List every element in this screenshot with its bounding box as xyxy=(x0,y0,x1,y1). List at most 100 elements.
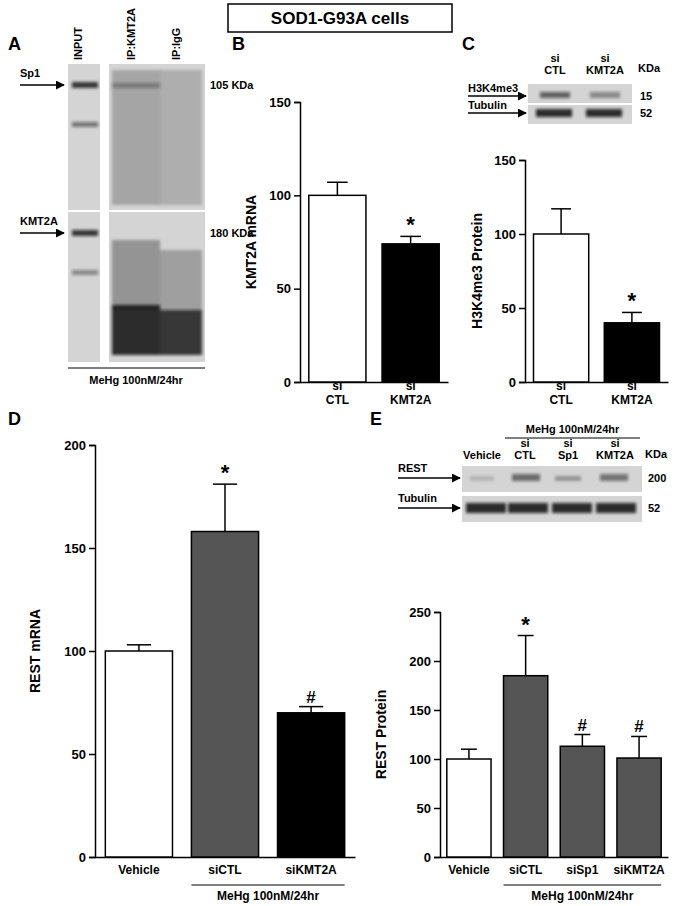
blot-band xyxy=(72,270,98,275)
y-tick-mark xyxy=(89,445,95,447)
error-bar xyxy=(138,645,140,651)
chart: E050100150200250REST ProteinVehiclesiCTL… xyxy=(370,409,669,903)
figure-title: SOD1-G93A cells xyxy=(271,9,409,28)
y-axis-title: REST mRNA xyxy=(27,609,43,693)
x-tick: siCTL xyxy=(509,857,542,877)
panel-letter: A xyxy=(8,34,21,54)
x-tick-label: siKMT2A xyxy=(390,379,432,407)
y-tick-label: 150 xyxy=(64,541,86,556)
arrow xyxy=(20,84,64,86)
x-tick: siKMT2A xyxy=(390,379,432,407)
bar xyxy=(604,323,659,382)
size-label: 15 xyxy=(640,90,652,102)
error-bar xyxy=(337,182,339,195)
header-box xyxy=(228,4,452,32)
y-tick-mark xyxy=(519,234,525,236)
x-tick: siCTL xyxy=(208,857,241,877)
header: SOD1-G93A cells xyxy=(228,4,452,32)
x-tick-label-line: KMT2A xyxy=(611,393,653,407)
blot-band xyxy=(512,474,540,481)
bar xyxy=(278,713,345,857)
blot-band xyxy=(160,310,202,355)
error-cap xyxy=(461,748,477,750)
y-tick: 100 xyxy=(269,188,300,203)
significance-mark: # xyxy=(306,688,316,707)
row-label: Tubulin xyxy=(468,99,507,111)
size-header: KDa xyxy=(638,62,661,74)
y-tick-label: 200 xyxy=(64,438,86,453)
y-tick-label: 50 xyxy=(502,301,516,316)
y-tick: 150 xyxy=(64,541,95,556)
y-tick-label: 150 xyxy=(409,703,431,718)
arrow xyxy=(20,232,64,234)
blot-band xyxy=(160,250,202,310)
arrow xyxy=(468,95,526,97)
lane-label: Vehicle xyxy=(463,449,501,461)
y-tick-label: 100 xyxy=(269,188,291,203)
y-axis-line xyxy=(89,446,96,858)
treatment-line xyxy=(505,437,640,438)
blot-band xyxy=(596,503,636,513)
x-tick: Vehicle xyxy=(448,857,490,877)
lane-label-line: KMT2A xyxy=(586,64,624,76)
error-bar xyxy=(310,707,312,713)
blot: siCTLsiKMT2AH3K4me315Tubulin52KDa xyxy=(468,52,661,124)
x-tick-label: siKMT2A xyxy=(611,379,653,407)
lane-label-line: Sp1 xyxy=(558,449,578,461)
bar xyxy=(309,195,366,382)
panel-letter: B xyxy=(232,34,245,54)
plot xyxy=(533,209,659,382)
size-header: KDa xyxy=(645,448,668,460)
y-tick-mark xyxy=(89,857,95,859)
error-cap xyxy=(327,182,348,184)
significance-mark: * xyxy=(406,212,415,237)
y-tick-mark xyxy=(89,754,95,756)
y-tick-mark xyxy=(434,808,440,810)
blot-band xyxy=(470,476,494,481)
y-axis: 050100150 xyxy=(269,95,300,390)
row-label: H3K4me3 xyxy=(468,82,518,94)
x-tick-label: siKMT2A xyxy=(613,863,665,877)
group-line xyxy=(504,884,662,885)
y-axis-title: KMT2A mRNA xyxy=(243,195,259,289)
y-tick-label: 0 xyxy=(79,850,86,865)
x-tick-label: siSp1 xyxy=(566,863,598,877)
y-tick: 200 xyxy=(64,438,95,453)
y-tick-mark xyxy=(434,612,440,614)
blot: VehiclesiCTLsiSp1siKMT2AREST200Tubulin52… xyxy=(398,423,668,522)
blot-membrane xyxy=(462,496,642,522)
bar xyxy=(533,234,588,382)
error-bar xyxy=(525,636,527,676)
lane-label: siSp1 xyxy=(558,437,578,461)
bar xyxy=(560,746,604,857)
y-tick-label: 150 xyxy=(269,95,291,110)
footer-label: MeHg 100nM/24hr xyxy=(89,374,183,386)
significance-mark: * xyxy=(628,288,637,313)
x-tick-label: siCTL xyxy=(326,379,349,407)
blot-bands xyxy=(466,474,636,513)
y-tick-label: 200 xyxy=(409,654,431,669)
lane-label-line: si xyxy=(520,437,529,449)
blot-band xyxy=(586,109,622,117)
x-tick-label: Vehicle xyxy=(118,863,160,877)
y-tick-mark xyxy=(294,288,300,290)
error-bar xyxy=(560,209,562,234)
row-label: Tubulin xyxy=(398,492,437,504)
x-tick: siCTL xyxy=(326,379,349,407)
x-tick-label-line: CTL xyxy=(326,393,349,407)
y-tick-label: 0 xyxy=(284,375,291,390)
x-tick: siKMT2A xyxy=(613,857,665,877)
plot xyxy=(309,182,439,382)
y-axis-line xyxy=(519,161,526,383)
y-tick: 100 xyxy=(409,752,440,767)
y-tick-mark xyxy=(434,759,440,761)
y-tick: 100 xyxy=(64,644,95,659)
y-tick-label: 100 xyxy=(494,227,516,242)
y-tick: 50 xyxy=(417,801,440,816)
blot-membrane xyxy=(462,466,642,492)
row-label: KMT2A xyxy=(20,215,58,227)
bar xyxy=(617,758,661,857)
blot-band xyxy=(536,109,572,117)
blot-bands xyxy=(72,70,202,355)
blot-band xyxy=(160,70,202,205)
